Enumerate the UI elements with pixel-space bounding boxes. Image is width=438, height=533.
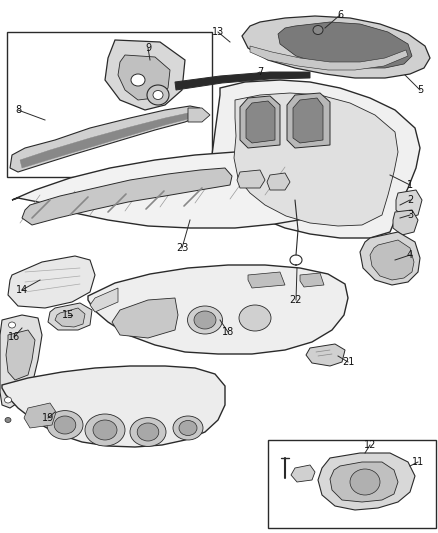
- Text: 12: 12: [364, 440, 376, 450]
- Ellipse shape: [313, 26, 323, 35]
- Polygon shape: [234, 93, 398, 226]
- Text: 14: 14: [16, 285, 28, 295]
- Polygon shape: [10, 106, 200, 172]
- Polygon shape: [248, 272, 285, 288]
- Polygon shape: [318, 453, 415, 510]
- Text: 15: 15: [62, 310, 74, 320]
- Polygon shape: [112, 298, 178, 338]
- Bar: [7, 32, 212, 177]
- Text: 22: 22: [290, 295, 302, 305]
- Text: 7: 7: [257, 67, 263, 77]
- Polygon shape: [55, 308, 85, 327]
- Polygon shape: [250, 46, 408, 70]
- Text: 11: 11: [412, 457, 424, 467]
- Polygon shape: [188, 108, 210, 122]
- Bar: [268, 440, 436, 528]
- Ellipse shape: [153, 91, 163, 100]
- Ellipse shape: [173, 416, 203, 440]
- Polygon shape: [370, 240, 414, 280]
- Text: 6: 6: [337, 10, 343, 20]
- Polygon shape: [360, 232, 420, 285]
- Text: 13: 13: [212, 27, 224, 37]
- Polygon shape: [240, 96, 280, 148]
- Polygon shape: [0, 315, 42, 408]
- Ellipse shape: [187, 306, 223, 334]
- Polygon shape: [105, 40, 185, 110]
- Text: 2: 2: [407, 195, 413, 205]
- Ellipse shape: [4, 397, 11, 403]
- Text: 18: 18: [222, 327, 234, 337]
- Polygon shape: [48, 303, 92, 330]
- Polygon shape: [20, 113, 192, 168]
- Text: 4: 4: [407, 250, 413, 260]
- Polygon shape: [237, 170, 265, 188]
- Text: 16: 16: [8, 332, 20, 342]
- Ellipse shape: [130, 417, 166, 447]
- Ellipse shape: [137, 423, 159, 441]
- Ellipse shape: [5, 417, 11, 423]
- Text: 3: 3: [407, 210, 413, 220]
- Polygon shape: [396, 190, 422, 218]
- Polygon shape: [88, 265, 348, 354]
- Text: 21: 21: [342, 357, 354, 367]
- Polygon shape: [300, 273, 324, 287]
- Polygon shape: [291, 465, 315, 482]
- Text: 8: 8: [15, 105, 21, 115]
- Ellipse shape: [194, 311, 216, 329]
- Polygon shape: [293, 98, 323, 143]
- Polygon shape: [24, 403, 56, 428]
- Polygon shape: [306, 344, 345, 366]
- Ellipse shape: [47, 410, 83, 439]
- Polygon shape: [118, 55, 170, 100]
- Polygon shape: [242, 16, 430, 78]
- Polygon shape: [287, 93, 330, 148]
- Text: 1: 1: [407, 180, 413, 190]
- Polygon shape: [6, 330, 35, 380]
- Polygon shape: [212, 80, 420, 238]
- Polygon shape: [8, 256, 95, 308]
- Polygon shape: [330, 462, 398, 502]
- Text: 19: 19: [42, 413, 54, 423]
- Ellipse shape: [179, 421, 197, 435]
- Polygon shape: [12, 152, 355, 228]
- Text: 5: 5: [417, 85, 423, 95]
- Polygon shape: [267, 173, 290, 190]
- Polygon shape: [175, 72, 310, 90]
- Ellipse shape: [239, 305, 271, 331]
- Text: 9: 9: [145, 43, 151, 53]
- Ellipse shape: [93, 420, 117, 440]
- Ellipse shape: [131, 74, 145, 86]
- Ellipse shape: [8, 322, 15, 328]
- Polygon shape: [22, 168, 232, 225]
- Polygon shape: [246, 101, 275, 143]
- Polygon shape: [393, 210, 418, 235]
- Text: 23: 23: [176, 243, 188, 253]
- Polygon shape: [278, 22, 412, 68]
- Ellipse shape: [85, 414, 125, 446]
- Ellipse shape: [350, 469, 380, 495]
- Polygon shape: [90, 288, 118, 312]
- Ellipse shape: [147, 85, 169, 105]
- Polygon shape: [2, 366, 225, 447]
- Ellipse shape: [54, 416, 76, 434]
